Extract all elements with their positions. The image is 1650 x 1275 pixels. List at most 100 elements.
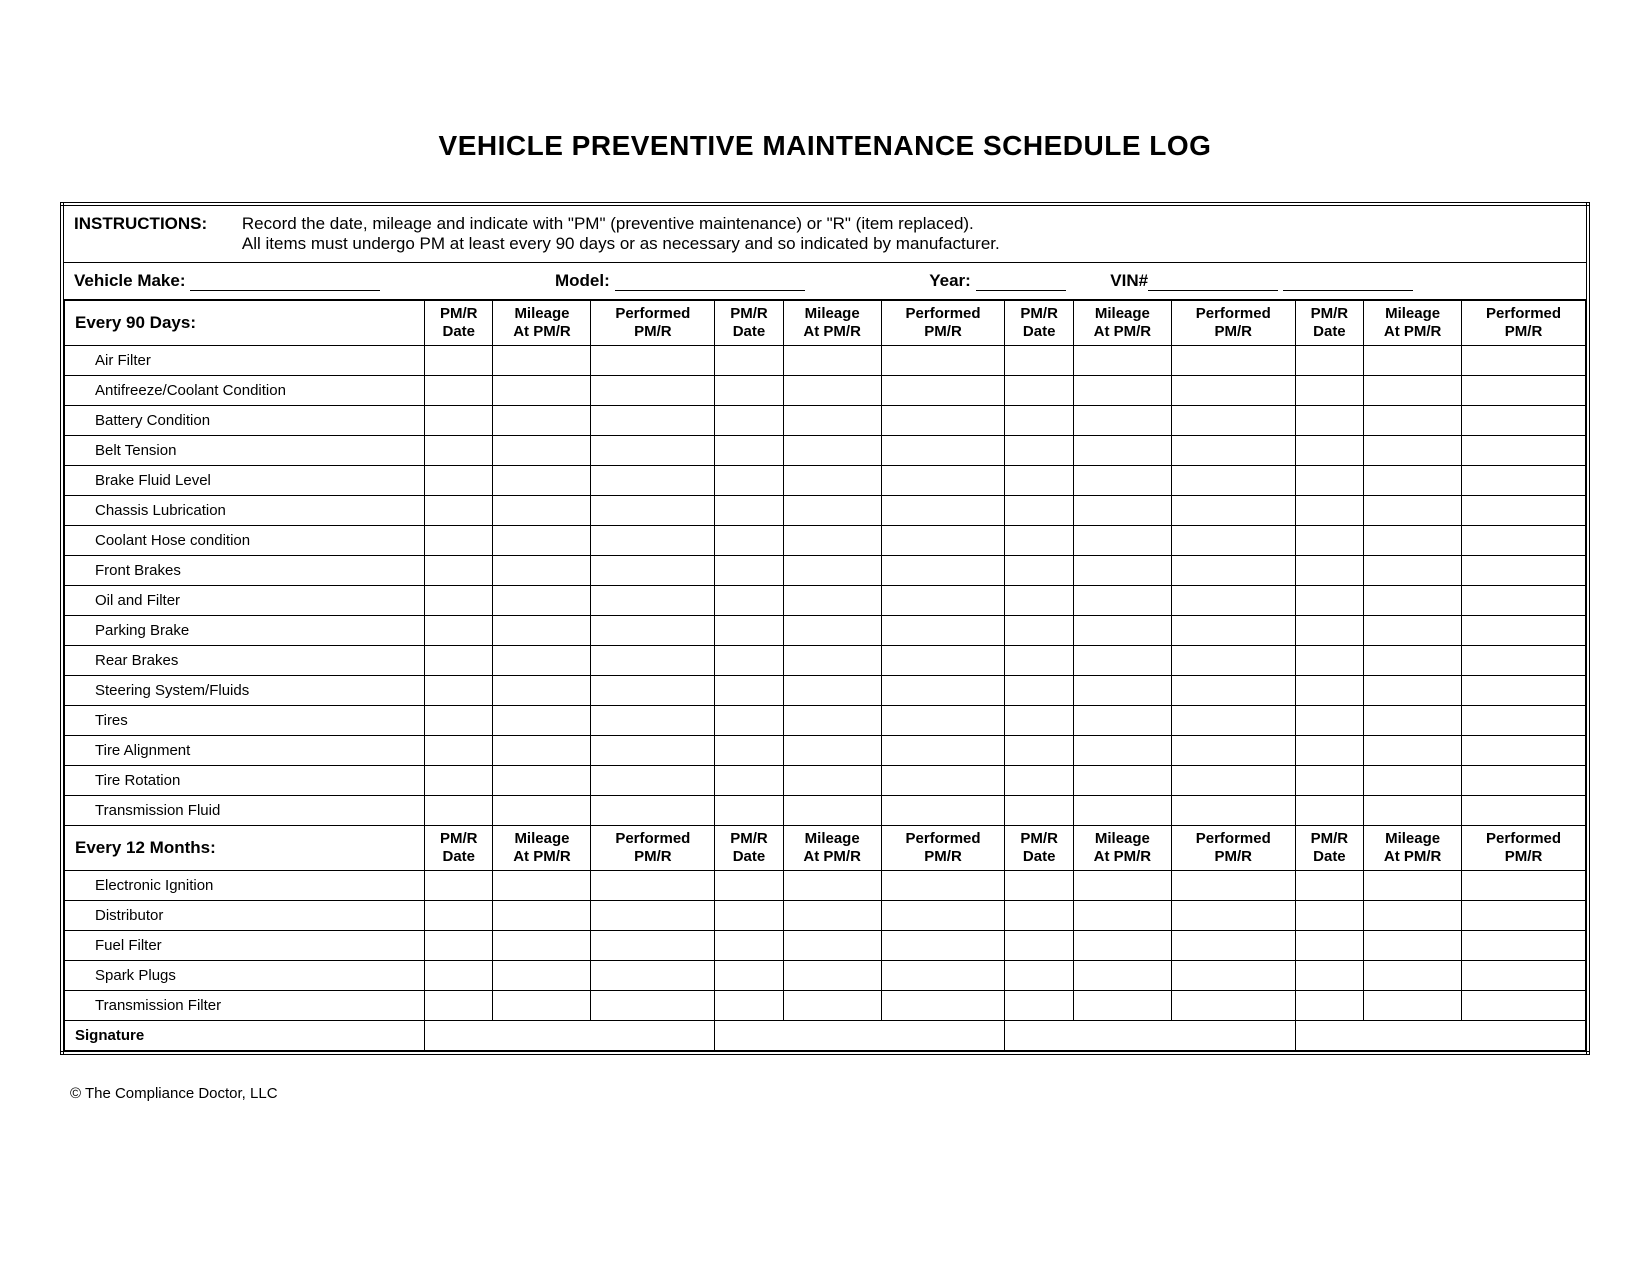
data-cell[interactable] (591, 961, 715, 991)
data-cell[interactable] (1073, 931, 1171, 961)
data-cell[interactable] (1364, 736, 1462, 766)
data-cell[interactable] (425, 376, 493, 406)
data-cell[interactable] (591, 991, 715, 1021)
data-cell[interactable] (1073, 586, 1171, 616)
data-cell[interactable] (1295, 931, 1363, 961)
data-cell[interactable] (715, 496, 783, 526)
data-cell[interactable] (1364, 961, 1462, 991)
data-cell[interactable] (783, 706, 881, 736)
data-cell[interactable] (1364, 931, 1462, 961)
data-cell[interactable] (425, 676, 493, 706)
data-cell[interactable] (1073, 766, 1171, 796)
data-cell[interactable] (1462, 766, 1586, 796)
data-cell[interactable] (425, 646, 493, 676)
data-cell[interactable] (1073, 346, 1171, 376)
data-cell[interactable] (1364, 676, 1462, 706)
data-cell[interactable] (1364, 871, 1462, 901)
data-cell[interactable] (1005, 406, 1073, 436)
data-cell[interactable] (591, 796, 715, 826)
data-cell[interactable] (783, 616, 881, 646)
data-cell[interactable] (715, 766, 783, 796)
data-cell[interactable] (1073, 736, 1171, 766)
data-cell[interactable] (783, 646, 881, 676)
data-cell[interactable] (591, 646, 715, 676)
data-cell[interactable] (1171, 376, 1295, 406)
data-cell[interactable] (1364, 376, 1462, 406)
data-cell[interactable] (1171, 346, 1295, 376)
data-cell[interactable] (1171, 901, 1295, 931)
data-cell[interactable] (1462, 496, 1586, 526)
data-cell[interactable] (715, 706, 783, 736)
data-cell[interactable] (493, 991, 591, 1021)
data-cell[interactable] (1073, 676, 1171, 706)
data-cell[interactable] (1073, 991, 1171, 1021)
data-cell[interactable] (1462, 466, 1586, 496)
data-cell[interactable] (493, 931, 591, 961)
data-cell[interactable] (881, 436, 1005, 466)
data-cell[interactable] (1073, 496, 1171, 526)
data-cell[interactable] (493, 496, 591, 526)
data-cell[interactable] (425, 766, 493, 796)
data-cell[interactable] (1295, 556, 1363, 586)
data-cell[interactable] (1364, 496, 1462, 526)
data-cell[interactable] (591, 586, 715, 616)
data-cell[interactable] (1364, 346, 1462, 376)
data-cell[interactable] (591, 436, 715, 466)
data-cell[interactable] (715, 526, 783, 556)
data-cell[interactable] (591, 706, 715, 736)
data-cell[interactable] (1171, 871, 1295, 901)
data-cell[interactable] (881, 526, 1005, 556)
vehicle-make-input[interactable] (190, 275, 380, 291)
data-cell[interactable] (1295, 646, 1363, 676)
data-cell[interactable] (1005, 556, 1073, 586)
data-cell[interactable] (1295, 346, 1363, 376)
data-cell[interactable] (715, 466, 783, 496)
data-cell[interactable] (783, 406, 881, 436)
data-cell[interactable] (1462, 526, 1586, 556)
data-cell[interactable] (1171, 766, 1295, 796)
data-cell[interactable] (1005, 901, 1073, 931)
data-cell[interactable] (1295, 376, 1363, 406)
data-cell[interactable] (1462, 436, 1586, 466)
data-cell[interactable] (1073, 436, 1171, 466)
data-cell[interactable] (425, 436, 493, 466)
data-cell[interactable] (1171, 736, 1295, 766)
data-cell[interactable] (425, 931, 493, 961)
data-cell[interactable] (715, 736, 783, 766)
data-cell[interactable] (493, 346, 591, 376)
data-cell[interactable] (425, 736, 493, 766)
data-cell[interactable] (1295, 736, 1363, 766)
data-cell[interactable] (1005, 961, 1073, 991)
data-cell[interactable] (425, 901, 493, 931)
data-cell[interactable] (1073, 961, 1171, 991)
data-cell[interactable] (1295, 496, 1363, 526)
data-cell[interactable] (1005, 496, 1073, 526)
data-cell[interactable] (1364, 586, 1462, 616)
data-cell[interactable] (715, 406, 783, 436)
data-cell[interactable] (1364, 991, 1462, 1021)
data-cell[interactable] (425, 706, 493, 736)
data-cell[interactable] (881, 616, 1005, 646)
data-cell[interactable] (1295, 406, 1363, 436)
signature-cell[interactable] (425, 1021, 715, 1051)
data-cell[interactable] (1295, 871, 1363, 901)
data-cell[interactable] (1073, 556, 1171, 586)
data-cell[interactable] (425, 466, 493, 496)
data-cell[interactable] (1171, 961, 1295, 991)
data-cell[interactable] (783, 676, 881, 706)
data-cell[interactable] (591, 766, 715, 796)
data-cell[interactable] (1295, 901, 1363, 931)
data-cell[interactable] (1005, 931, 1073, 961)
data-cell[interactable] (1005, 436, 1073, 466)
data-cell[interactable] (1171, 406, 1295, 436)
data-cell[interactable] (783, 901, 881, 931)
data-cell[interactable] (1295, 526, 1363, 556)
data-cell[interactable] (715, 646, 783, 676)
data-cell[interactable] (493, 376, 591, 406)
data-cell[interactable] (715, 436, 783, 466)
data-cell[interactable] (493, 871, 591, 901)
data-cell[interactable] (1171, 586, 1295, 616)
data-cell[interactable] (715, 961, 783, 991)
data-cell[interactable] (1295, 961, 1363, 991)
data-cell[interactable] (1073, 616, 1171, 646)
